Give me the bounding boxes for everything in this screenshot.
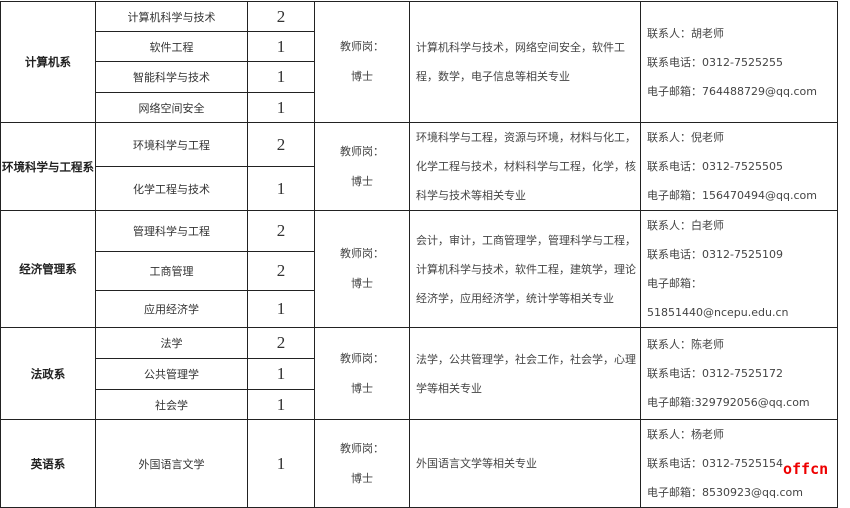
- major-name: 应用经济学: [95, 289, 248, 329]
- major-name: 智能科学与技术: [95, 61, 248, 93]
- contact-line: 电子邮箱：51851440@ncepu.edu.cn: [647, 277, 789, 319]
- post-type: 教师岗： 博士: [314, 1, 410, 123]
- position-count: 2: [247, 209, 315, 253]
- post-type: 教师岗： 博士: [314, 327, 410, 420]
- contact-line: 联系人：倪老师: [647, 131, 724, 144]
- contact-line: 联系人：胡老师: [647, 26, 724, 40]
- table-row: 经济管理系 管理科学与工程 2 教师岗： 博士 会计，审计，工商管理学，管理科学与工程，计…: [0, 209, 838, 328]
- degree-label: 博士: [351, 277, 373, 290]
- position-count: 1: [247, 166, 315, 211]
- position-count: 2: [247, 1, 315, 32]
- position-count: 1: [247, 419, 315, 508]
- major-name: 软件工程: [95, 31, 248, 62]
- contact-line: 电子邮箱：156470494@qq.com: [647, 189, 817, 202]
- post-label: 教师岗：: [340, 144, 384, 158]
- table-row: 法政系 法学 2 教师岗： 博士 法学，公共管理学，社会工作，社会学，心理学等相关专业 联系…: [0, 327, 838, 420]
- major-name: 公共管理学: [95, 358, 248, 390]
- position-count: 1: [247, 389, 315, 420]
- major-name: 化学工程与技术: [95, 166, 248, 211]
- position-count: 1: [247, 92, 315, 123]
- contact-line: 联系电话：0312-7525505: [647, 160, 783, 173]
- contact-line: 电子邮箱：8530923@qq.com: [647, 486, 803, 499]
- major-name: 外国语言文学: [95, 419, 248, 508]
- position-count: 1: [247, 31, 315, 62]
- table-row: 计算机系 计算机科学与技术 2 教师岗： 博士 计算机科学与技术，网络空间安全，软件工程，…: [0, 1, 838, 123]
- table-row: 环境科学与工程系 环境科学与工程 2 教师岗： 博士 环境科学与工程，资源与环境，材料与化…: [0, 122, 838, 211]
- contact-line: 联系电话：0312-7525255: [647, 55, 783, 69]
- post-label: 教师岗：: [340, 247, 384, 260]
- department-name: 法政系: [0, 327, 96, 420]
- position-count: 2: [247, 251, 315, 291]
- position-count: 1: [247, 61, 315, 93]
- major-name: 环境科学与工程: [95, 122, 248, 167]
- contact-info: 联系人：陈老师联系电话：0312-7525172 电子邮箱:329792056@q…: [640, 327, 838, 420]
- table-row: 社会学 1: [1, 389, 838, 420]
- table-row: 软件工程 1: [1, 31, 838, 62]
- contact-line: 联系人：杨老师: [647, 428, 724, 441]
- degree-label: 博士: [351, 70, 373, 83]
- contact-info: 联系人：倪老师联系电话：0312-7525505 电子邮箱：156470494@q…: [640, 122, 838, 211]
- table-row: 应用经济学 1: [1, 289, 838, 329]
- contact-line: 电子邮箱:329792056@qq.com: [647, 396, 810, 409]
- contact-line: 电子邮箱：764488729@qq.com: [647, 84, 817, 98]
- post-label: 教师岗：: [340, 351, 384, 365]
- department-name: 环境科学与工程系: [0, 122, 96, 211]
- contact-info: 联系人：胡老师联系电话：0312-7525255 电子邮箱：764488729@q…: [640, 1, 838, 123]
- major-requirements: 环境科学与工程，资源与环境，材料与化工，化学工程与技术，材料科学与工程，化学，核…: [409, 122, 641, 211]
- major-name: 网络空间安全: [95, 92, 248, 123]
- major-name: 社会学: [95, 389, 248, 420]
- major-requirements: 计算机科学与技术，网络空间安全，软件工程，数学，电子信息等相关专业: [409, 1, 641, 123]
- major-name: 管理科学与工程: [95, 209, 248, 253]
- table-row: 工商管理 2: [1, 251, 838, 291]
- position-count: 2: [247, 122, 315, 167]
- post-type: 教师岗： 博士: [314, 419, 410, 508]
- position-count: 1: [247, 358, 315, 390]
- contact-line: 联系电话：0312-7525109: [647, 248, 783, 261]
- major-requirements: 外国语言文学等相关专业: [409, 419, 641, 508]
- post-type: 教师岗： 博士: [314, 210, 410, 328]
- post-label: 教师岗：: [340, 40, 384, 53]
- table-row: 英语系 外国语言文学 1 教师岗： 博士 外国语言文学等相关专业 联系人：杨老师联系电话：0…: [0, 419, 838, 508]
- offcn-watermark: offcn: [783, 460, 829, 478]
- major-requirements: 法学，公共管理学，社会工作，社会学，心理学等相关专业: [409, 327, 641, 420]
- contact-line: 联系人：陈老师: [647, 338, 724, 351]
- post-type: 教师岗： 博士: [314, 122, 410, 211]
- contact-line: 联系人：白老师: [647, 219, 724, 232]
- department-name: 英语系: [0, 419, 96, 508]
- department-name: 计算机系: [0, 1, 96, 123]
- major-requirements: 会计，审计，工商管理学，管理科学与工程，计算机科学与技术，软件工程，建筑学，理论…: [409, 210, 641, 328]
- contact-info: 联系人：白老师联系电话：0312-7525109 电子邮箱：51851440@nc…: [640, 210, 838, 328]
- post-label: 教师岗：: [340, 441, 384, 455]
- contact-line: 联系电话：0312-7525154: [647, 457, 783, 470]
- position-count: 2: [247, 327, 315, 359]
- degree-label: 博士: [351, 471, 373, 485]
- position-count: 1: [247, 289, 315, 329]
- major-name: 计算机科学与技术: [95, 1, 248, 32]
- major-name: 法学: [95, 327, 248, 359]
- degree-label: 博士: [351, 381, 373, 395]
- contact-line: 联系电话：0312-7525172: [647, 367, 783, 380]
- degree-label: 博士: [351, 174, 373, 188]
- table-row: 网络空间安全 1: [1, 92, 838, 123]
- major-name: 工商管理: [95, 251, 248, 291]
- department-name: 经济管理系: [0, 210, 96, 328]
